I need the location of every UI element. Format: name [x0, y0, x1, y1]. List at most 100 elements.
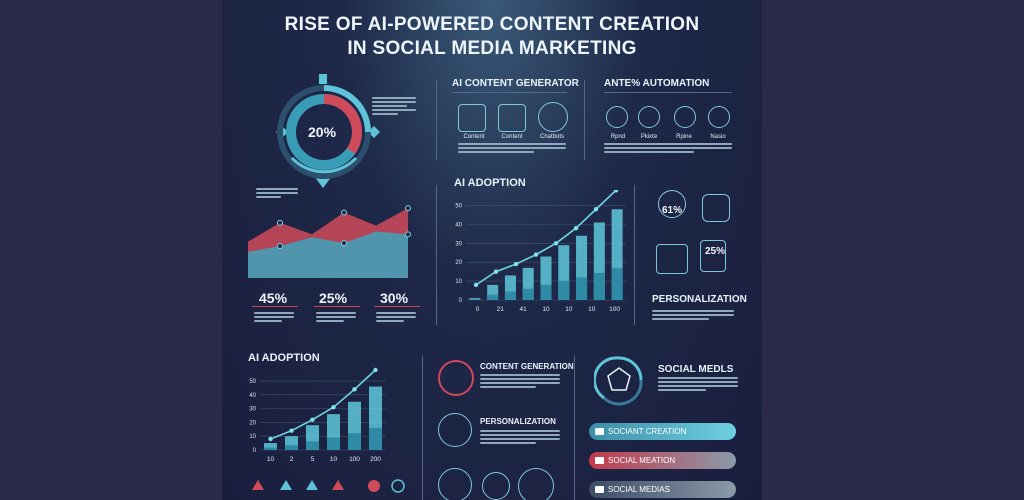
automation-title: ANTE% AUTOMATION: [604, 78, 710, 89]
trend-point: [573, 225, 579, 231]
pill-social-meation[interactable]: SOCIAL MEATION: [589, 452, 736, 469]
trend-point: [289, 428, 294, 433]
y-tick-label: 10: [249, 434, 256, 440]
bar: [263, 443, 278, 450]
area-desc: [256, 188, 298, 198]
y-tick-label: 0: [459, 298, 463, 304]
bar-base: [540, 284, 552, 300]
y-tick-label: 20: [249, 420, 256, 426]
personalization-stat-1: 61%: [662, 205, 683, 216]
bar-base: [305, 441, 320, 450]
trend-point: [373, 367, 378, 373]
pill-label: SOCIANT CREATION: [608, 427, 687, 436]
bar-base: [576, 277, 588, 300]
trend-point: [613, 190, 619, 193]
gear-icon: [638, 106, 660, 128]
home-icon: [656, 244, 688, 274]
bar-base: [263, 447, 278, 450]
phone-icon: [700, 240, 726, 272]
y-tick-label: 40: [249, 393, 256, 399]
adoption-chart-1: 0 10 20 30 40 50 0 21 41 10 10 10 100: [455, 190, 626, 313]
bar-base: [284, 445, 299, 450]
x-tick-label: 10: [565, 306, 573, 313]
trend-line: [475, 190, 617, 286]
area-point: [405, 205, 411, 212]
trend-point: [593, 207, 599, 212]
divider: [436, 185, 437, 325]
trend-point: [268, 436, 273, 442]
stat-value-2: 25%: [319, 290, 348, 306]
area-teal: [248, 231, 408, 278]
stat-underline-3: [374, 306, 420, 307]
bar-base: [593, 272, 605, 300]
target-icon: [658, 190, 686, 218]
bar-base: [326, 437, 341, 450]
bar: [558, 245, 570, 300]
donut-desc: [372, 97, 416, 115]
y-tick-label: 20: [455, 260, 462, 266]
gear-icon: [518, 468, 554, 500]
content-generation-desc: [480, 374, 560, 388]
x-tick-label: 2: [290, 456, 294, 463]
bar-base: [522, 288, 534, 300]
bar-base: [558, 280, 570, 300]
bar: [504, 275, 516, 300]
area-point: [277, 243, 283, 249]
y-tick-label: 30: [249, 407, 256, 413]
stat-underline-1: [252, 306, 298, 307]
y-tick-label: 0: [253, 448, 257, 454]
y-tick-label: 40: [455, 222, 462, 228]
automation-item-3: Rpine: [676, 134, 692, 140]
x-tick-label: 0: [476, 306, 480, 313]
automation-desc: [604, 143, 732, 153]
area-point: [341, 209, 347, 216]
divider: [436, 80, 437, 160]
bar: [540, 256, 552, 300]
generator-desc: [458, 143, 566, 153]
trend-point: [331, 405, 336, 410]
x-tick-label: 10: [330, 456, 338, 463]
area-point: [277, 219, 283, 226]
title-line-1: RISE OF AI-POWERED CONTENT CREATION: [284, 14, 700, 35]
social-medls-icon: [594, 356, 643, 406]
bar-base: [469, 299, 481, 300]
pill-social-medias[interactable]: SOCIAL MEDIAS: [589, 481, 736, 498]
generator-item-3: Chatbots: [539, 134, 564, 140]
pill-socialnt-creation[interactable]: SOCIANT CREATION: [589, 423, 736, 440]
pill-label: SOCIAL MEATION: [608, 456, 676, 465]
area-chart: [248, 205, 411, 278]
adoption-chart-2: 0 10 20 30 40 50 10 2 5 10 100 200: [249, 367, 386, 463]
stat-value-1: 45%: [259, 290, 288, 306]
x-tick-label: 5: [311, 456, 315, 463]
bar: [522, 267, 534, 300]
divider: [584, 80, 585, 160]
generator-item-2: Content: [501, 134, 523, 140]
stat-desc-3: [376, 312, 416, 322]
bar-base: [487, 294, 499, 300]
y-tick-label: 30: [455, 241, 462, 247]
trend-point: [533, 252, 539, 257]
x-tick-label: 100: [349, 456, 360, 463]
divider: [422, 356, 423, 500]
bar: [611, 209, 623, 300]
stat-underline-2: [314, 306, 360, 307]
x-tick-label: 10: [542, 306, 550, 313]
stat-value-3: 30%: [380, 290, 409, 306]
chatbot-icon: [538, 102, 568, 132]
mail-icon: [595, 457, 604, 464]
stat-desc-2: [316, 312, 356, 322]
automation-item-2: Pkixte: [640, 134, 658, 140]
area-point: [405, 231, 411, 238]
personalization-stat-2: 25%: [705, 246, 726, 257]
x-tick-label: 200: [370, 456, 381, 463]
twitter-icon: [438, 468, 472, 500]
x-tick-label: 10: [267, 456, 275, 463]
bar-base: [611, 268, 623, 300]
title-line-2: IN SOCIAL MEDIA MARKETING: [347, 38, 637, 59]
generator-item-1: Content: [463, 134, 485, 140]
social-title: SOCIAL MEDLS: [658, 364, 734, 375]
chart-icon: [498, 104, 526, 132]
bar: [469, 298, 481, 300]
x-tick-label: 41: [520, 306, 528, 313]
trend-point: [473, 282, 479, 288]
